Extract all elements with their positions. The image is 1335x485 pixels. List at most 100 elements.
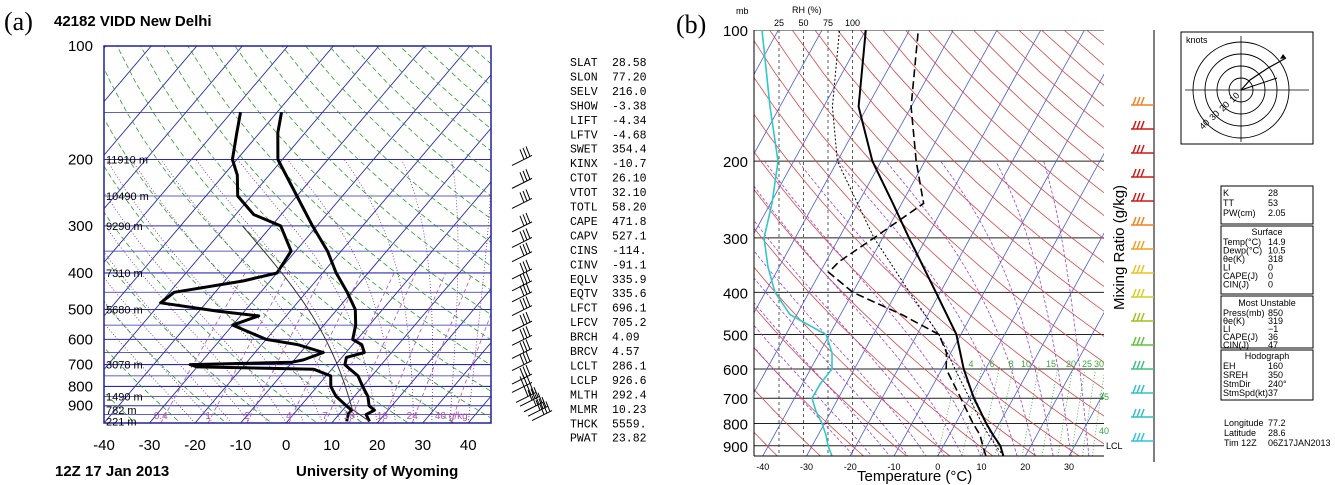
- barb-flag: [525, 169, 531, 180]
- wind-barb: [511, 169, 533, 189]
- dry-adiabat: [104, 257, 273, 423]
- mixing-ratio-label: 40 g/kg: [435, 411, 468, 422]
- pressure-tick-label: 600: [723, 362, 748, 379]
- dry-adiabat: [140, 46, 491, 392]
- dry-adiabat: [1313, 30, 1335, 466]
- barb-staff: [511, 291, 533, 303]
- isotherm: [849, 30, 1086, 456]
- mixing-ratio-line: [288, 272, 362, 423]
- dry-adiabat: [754, 113, 1104, 445]
- panel-a-frame: [103, 45, 492, 424]
- pressure-tick-label: 200: [723, 154, 748, 171]
- isotherm: [754, 30, 867, 235]
- barb-flag: [538, 398, 544, 409]
- footer-name: Latitude: [1224, 428, 1256, 438]
- stat-value: 53: [1268, 198, 1278, 208]
- dry-adiabat: [754, 306, 908, 456]
- dry-adiabat: [754, 227, 994, 456]
- height-label: 11910 m: [106, 154, 148, 166]
- barb-flag: [525, 282, 531, 294]
- panel-b-profiles: [761, 30, 1005, 456]
- barb-flag: [1136, 288, 1141, 298]
- moist-adiabat: [940, 160, 1054, 456]
- panel-a-footer-date: 12Z 17 Jan 2013: [55, 463, 169, 480]
- temperature-tick-label: 0: [935, 462, 940, 472]
- index-value: 335.9: [612, 274, 647, 287]
- barb-flag: [519, 299, 525, 310]
- wind-barb: [1131, 240, 1154, 250]
- barb-flag: [1140, 432, 1145, 442]
- moist-adiabat: [995, 161, 1072, 456]
- stat-name: CAPE(J): [1223, 332, 1258, 342]
- index-name: MLMR: [570, 404, 598, 417]
- barb-flag: [1132, 264, 1137, 274]
- barb-flag: [1136, 240, 1141, 250]
- stat-value: 2.05: [1268, 208, 1286, 218]
- dry-adiabat: [754, 188, 1037, 456]
- temperature-tick-label: 30: [1064, 462, 1074, 472]
- barb-flag: [519, 245, 525, 256]
- barb-flag: [525, 364, 531, 376]
- moist-adiabat: [160, 159, 342, 423]
- stat-value: 10.5: [1268, 246, 1286, 256]
- stat-value: 318: [1268, 254, 1283, 264]
- panel-a-grid: [104, 46, 491, 423]
- barb-flag: [531, 395, 537, 406]
- panel-b-footer: Longitude 77.2 Latitude 28.6 Tim 12Z 06Z17JAN…: [1224, 418, 1331, 448]
- index-value: 4.57: [612, 346, 640, 359]
- rh-tick-label: 75: [823, 18, 833, 28]
- barb-staff: [511, 373, 533, 385]
- barb-flag: [522, 313, 528, 324]
- index-name: SELV: [570, 86, 598, 99]
- dry-adiabat: [104, 67, 455, 423]
- index-name: BRCH: [570, 332, 598, 345]
- stat-value: 319: [1268, 316, 1283, 326]
- isotherm: [104, 46, 243, 210]
- wind-barb: [511, 242, 533, 263]
- isotherm: [104, 46, 198, 156]
- index-name: SWET: [570, 144, 598, 157]
- barb-staff: [511, 221, 533, 233]
- dewpoint-profile: [827, 30, 987, 456]
- wind-barb: [1131, 432, 1154, 442]
- isotherm: [806, 30, 1042, 456]
- index-name: PWAT: [570, 433, 598, 446]
- mixing-ratio-line: [1057, 365, 1074, 456]
- pressure-tick-label: 800: [723, 416, 748, 433]
- barb-flag: [519, 376, 525, 387]
- rh-profile: [761, 30, 833, 456]
- index-name: LFCV: [570, 317, 598, 330]
- index-value: -114.: [612, 245, 647, 258]
- barb-flag: [1140, 96, 1145, 106]
- wind-barb: [1131, 408, 1154, 418]
- barb-flag: [545, 401, 551, 412]
- dry-adiabat: [163, 46, 491, 366]
- barb-flag: [525, 339, 531, 350]
- pressure-tick-label: 100: [723, 23, 748, 40]
- wind-barb: [511, 339, 533, 359]
- height-label: 9290 m: [106, 221, 143, 233]
- mixing-ratio-line: [450, 313, 491, 423]
- index-name: CAPV: [570, 230, 598, 243]
- mixing-ratio-line: [1092, 372, 1104, 456]
- dry-adiabat: [104, 211, 318, 423]
- unstable-title: Most Unstable: [1238, 298, 1296, 308]
- panel-b-xlabel: Temperature (°C): [857, 468, 972, 485]
- index-name: TOTL: [570, 202, 598, 215]
- dry-adiabat: [837, 30, 1104, 287]
- height-label: 7310 m: [106, 268, 143, 280]
- barb-flag: [519, 215, 525, 227]
- index-value: 23.82: [612, 433, 647, 446]
- temperature-tick-label: -30: [800, 462, 813, 472]
- height-label: 3078 m: [106, 360, 143, 372]
- barb-flag: [526, 384, 532, 396]
- wind-barb: [527, 397, 549, 417]
- isotherm: [104, 46, 380, 371]
- stat-value: 36: [1268, 332, 1278, 342]
- stat-value: 28: [1268, 188, 1278, 198]
- barb-flag: [519, 354, 525, 365]
- mixing-ratio-label: 2: [244, 411, 250, 422]
- moist-adiabat: [401, 159, 433, 423]
- stat-name: LI: [1223, 263, 1231, 273]
- dry-adiabat: [352, 46, 491, 174]
